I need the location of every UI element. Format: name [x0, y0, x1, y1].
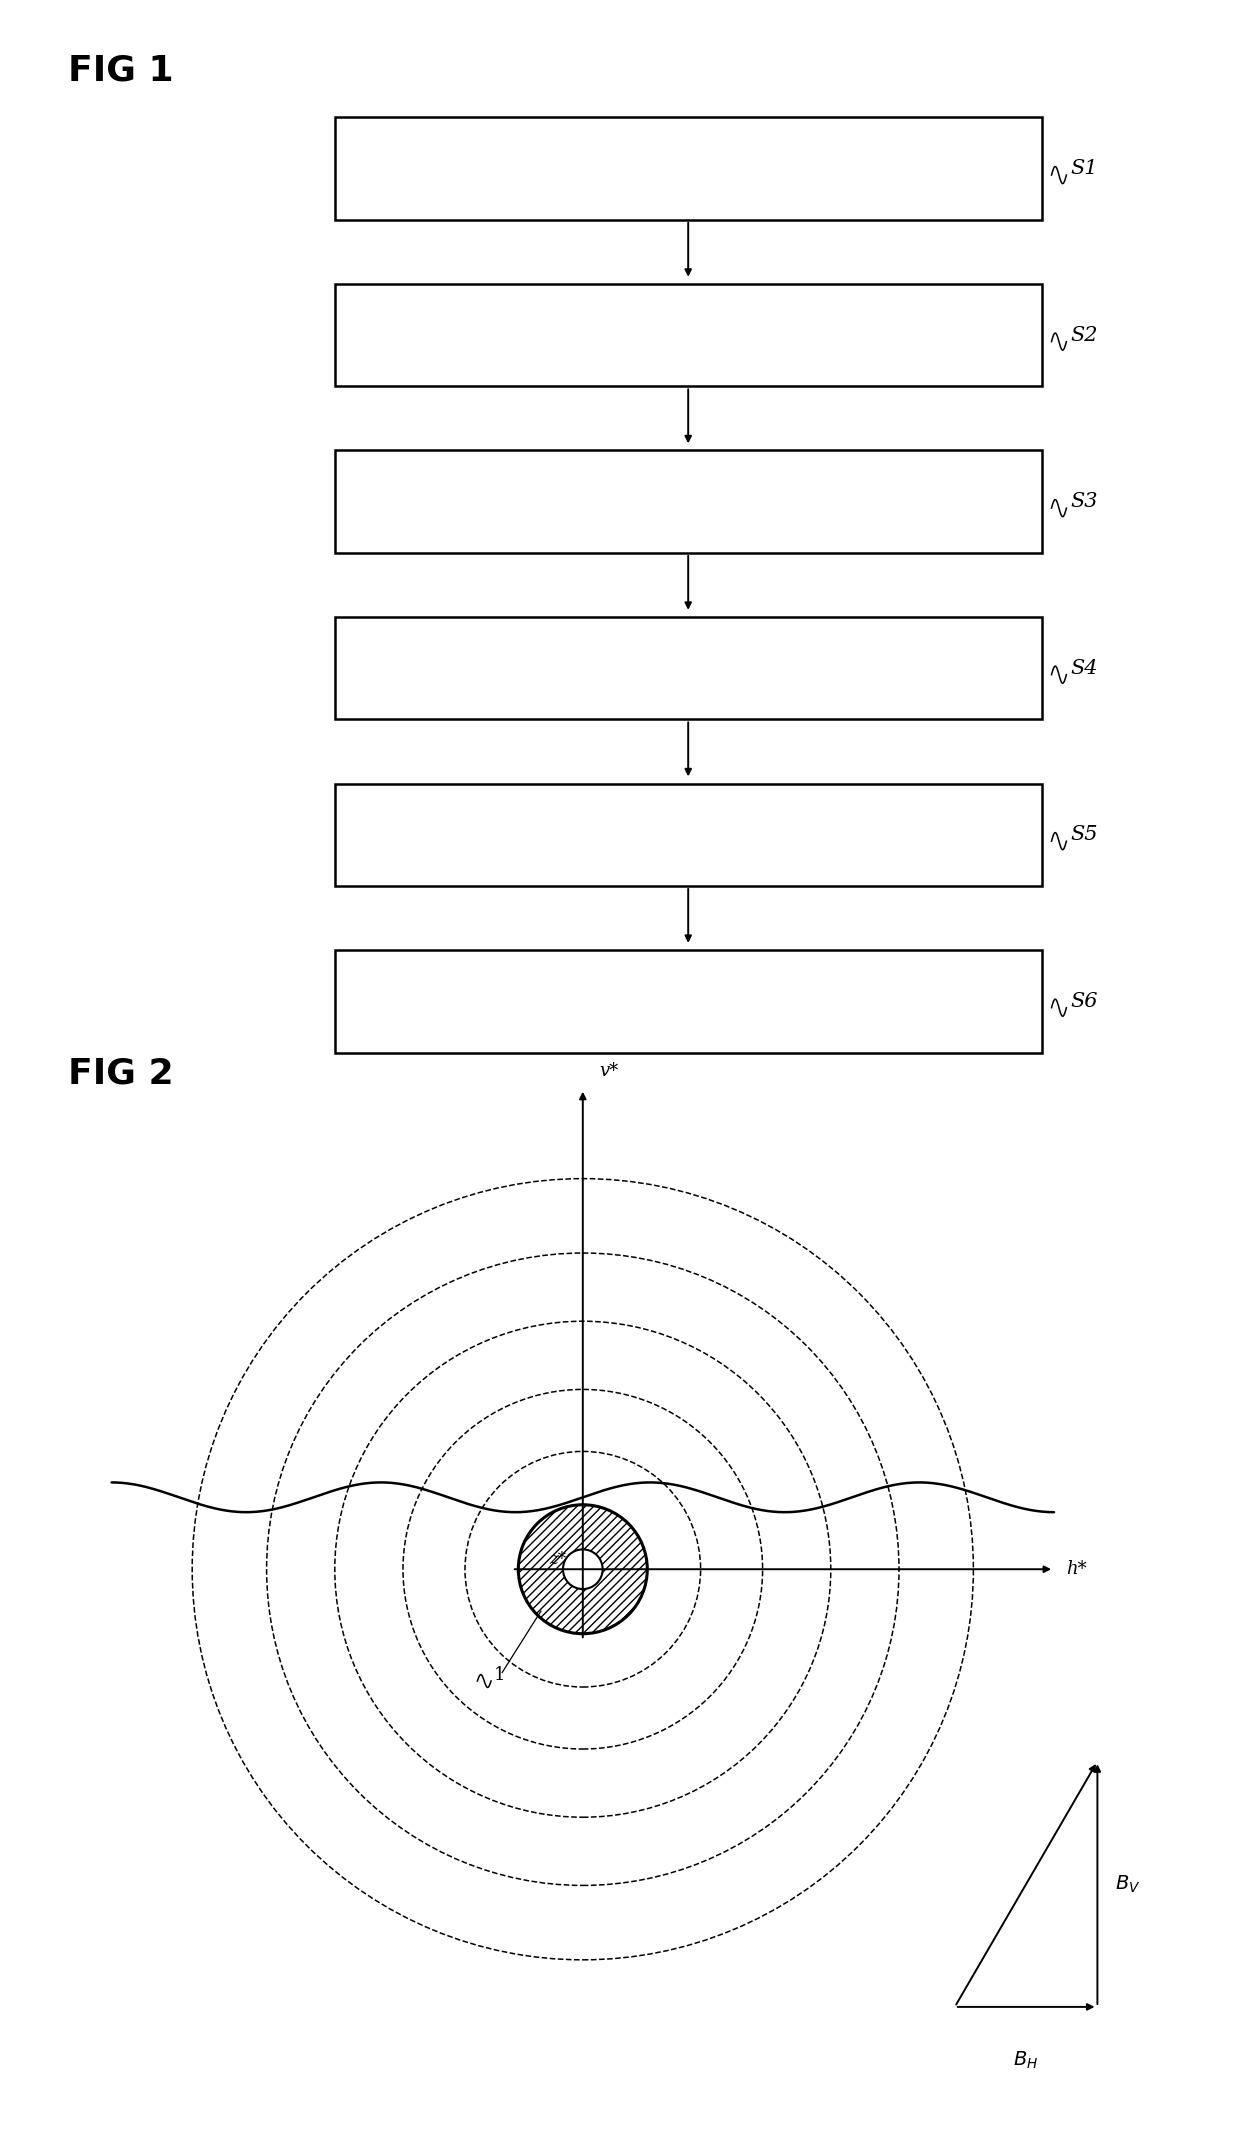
Bar — [335, 284, 1042, 386]
Text: S4: S4 — [1070, 660, 1097, 677]
Text: S3: S3 — [1070, 493, 1097, 510]
Text: 1: 1 — [494, 1665, 505, 1685]
Bar — [335, 950, 1042, 1053]
Bar — [335, 617, 1042, 719]
Text: S6: S6 — [1070, 993, 1097, 1010]
Ellipse shape — [518, 1505, 647, 1633]
Text: v*: v* — [599, 1063, 618, 1080]
Bar — [335, 784, 1042, 886]
Text: $B_H$: $B_H$ — [1013, 2050, 1039, 2071]
Text: S2: S2 — [1070, 327, 1097, 344]
Text: h*: h* — [1066, 1561, 1087, 1578]
Text: S1: S1 — [1070, 160, 1097, 177]
Text: FIG 1: FIG 1 — [68, 53, 174, 88]
Bar — [335, 450, 1042, 553]
Ellipse shape — [563, 1550, 603, 1588]
Text: z*: z* — [549, 1550, 567, 1567]
Text: S5: S5 — [1070, 826, 1097, 843]
Bar — [335, 117, 1042, 220]
Text: $B_V$: $B_V$ — [1115, 1875, 1141, 1894]
Text: FIG 2: FIG 2 — [68, 1057, 174, 1091]
